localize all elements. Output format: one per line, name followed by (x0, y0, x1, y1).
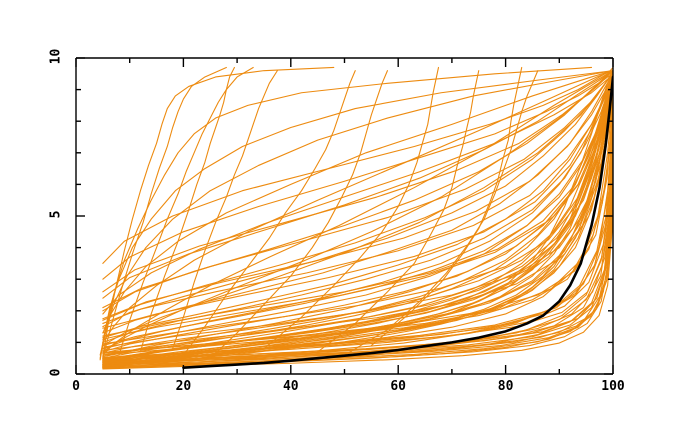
prediction-curve (102, 76, 614, 358)
plot-clip-mask (613, 0, 680, 440)
prediction-curve (102, 70, 614, 299)
prediction-curve (102, 104, 614, 364)
x-tick-label: 0 (72, 379, 80, 394)
x-tick-label: 60 (390, 379, 407, 394)
prediction-curve (102, 70, 614, 315)
prediction-curve (102, 79, 614, 358)
y-tick-label: 10 (48, 48, 64, 65)
prediction-curve (102, 66, 227, 359)
plot-clip-mask (0, 0, 76, 440)
x-tick-label: 100 (601, 379, 625, 394)
prediction-curve (102, 126, 614, 364)
y-tick-label: 0 (48, 368, 64, 377)
prediction-curve (343, 70, 539, 356)
prediction-curve (102, 82, 614, 360)
y-tick-label: 5 (48, 210, 64, 219)
x-tick-label: 40 (282, 379, 299, 394)
curves-layer (99, 66, 615, 370)
prediction-curve (102, 66, 614, 264)
prediction-curve (139, 66, 235, 353)
prediction-curve (263, 66, 440, 350)
prediction-curve (102, 82, 614, 366)
prediction-curve (102, 70, 614, 353)
prediction-curve (102, 70, 614, 293)
prediction-curve (182, 70, 356, 356)
prediction-curve (102, 76, 614, 354)
prediction-curve (102, 76, 614, 337)
plot-clip-mask (0, 0, 680, 58)
prediction-curve (102, 70, 614, 280)
plot-clip-mask (0, 374, 680, 440)
prediction-curve (102, 73, 614, 321)
prediction-curve (102, 70, 614, 334)
prediction-curve (102, 73, 614, 320)
prediction-curve (102, 95, 614, 356)
prediction-curve (102, 152, 614, 367)
prediction-curve (102, 70, 614, 343)
prediction-curve (102, 70, 614, 347)
prediction-curve (102, 73, 614, 328)
prediction-curve (172, 70, 278, 350)
prediction-curve (102, 76, 614, 324)
prediction-curve (102, 66, 335, 359)
prediction-curve (102, 79, 614, 345)
prediction-curve (102, 70, 614, 309)
prediction-curve (102, 73, 614, 329)
prediction-curve (102, 70, 614, 356)
prediction-curve (102, 76, 614, 356)
prediction-curve (102, 73, 614, 334)
prediction-curve (209, 70, 389, 359)
reference-curve (182, 75, 615, 369)
prediction-curve (102, 82, 614, 370)
prediction-curve (102, 117, 614, 362)
x-tick-label: 80 (497, 379, 514, 394)
prediction-curve (370, 66, 523, 347)
prediction-curve (102, 101, 614, 355)
prediction-curve (102, 73, 614, 350)
prediction-curve (102, 89, 614, 359)
x-tick-label: 20 (175, 379, 192, 394)
prediction-curve (102, 111, 614, 359)
prediction-curve (102, 76, 614, 340)
